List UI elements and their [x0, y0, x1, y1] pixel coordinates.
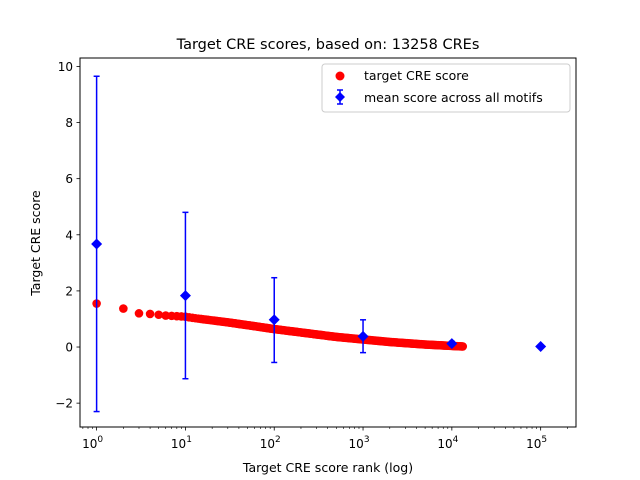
- mean-score-point: [91, 238, 103, 250]
- target-cre-score-point: [119, 304, 128, 313]
- y-axis-label: Target CRE score: [28, 190, 43, 297]
- mean-score-point: [446, 338, 458, 350]
- legend-label-mean-score: mean score across all motifs: [364, 90, 543, 105]
- x-tick-exponent: 3: [364, 435, 370, 445]
- mean-score-point: [179, 290, 191, 302]
- mean-score-point: [535, 340, 547, 352]
- y-tick-label: 2: [65, 284, 73, 298]
- x-tick-exponent: 2: [275, 435, 281, 445]
- target-cre-score-point: [145, 309, 155, 319]
- y-tick-label: 6: [65, 172, 73, 186]
- target-cre-score-point: [134, 309, 144, 318]
- y-tick-label: 0: [65, 341, 73, 355]
- x-tick-exponent: 0: [97, 435, 103, 445]
- y-tick-label: 4: [65, 228, 73, 242]
- x-tick-exponent: 5: [541, 435, 547, 445]
- y-axis-ticks: −2 0 2 4 6 8 10: [55, 60, 80, 411]
- legend: target CRE score mean score across all m…: [321, 63, 571, 113]
- legend-marker-mean-score: [335, 92, 345, 102]
- legend-label-target-cre-score: target CRE score: [364, 68, 469, 83]
- x-tick-exponent: 1: [186, 435, 192, 445]
- mean-score-point: [268, 314, 280, 326]
- target-cre-score-point: [154, 310, 163, 320]
- plot-series: [91, 75, 547, 413]
- legend-marker-target-cre-score: [335, 71, 345, 81]
- y-tick-label: −2: [55, 397, 73, 411]
- x-tick-exponent: 4: [453, 435, 459, 445]
- x-axis-label: Target CRE score rank (log): [242, 460, 413, 475]
- legend-frame: [321, 63, 571, 113]
- y-tick-label: 8: [65, 116, 73, 130]
- y-tick-label: 10: [58, 60, 73, 74]
- mean-score-point: [357, 330, 369, 342]
- chart-title: Target CRE scores, based on: 13258 CREs: [176, 37, 480, 53]
- target-cre-score-point: [458, 342, 468, 351]
